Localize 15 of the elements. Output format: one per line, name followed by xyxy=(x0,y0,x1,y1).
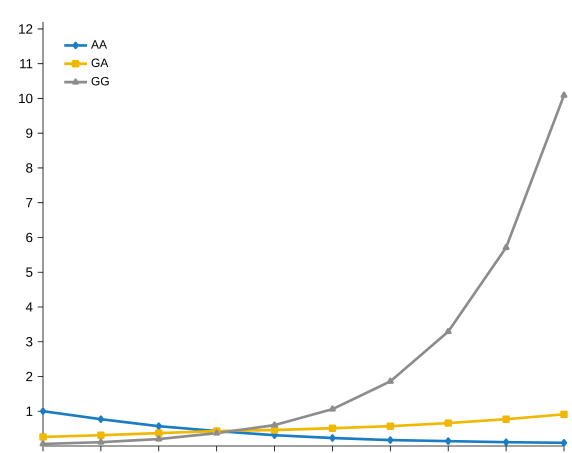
y-tick-label: 5 xyxy=(26,268,32,277)
y-tick-label: 8 xyxy=(26,163,32,173)
y-tick-label: 4 xyxy=(26,302,33,312)
y-tick-label: 7 xyxy=(26,198,32,208)
y-tick-label: 1 xyxy=(26,406,32,416)
y-tick-label: 9 xyxy=(26,128,32,138)
legend-label: GG xyxy=(92,76,109,86)
y-tick-label: 10 xyxy=(19,94,32,104)
y-tick-label: 2 xyxy=(26,372,32,382)
y-tick-label: 11 xyxy=(20,59,32,68)
y-tick-label: 12 xyxy=(19,24,32,34)
legend-label: AA xyxy=(91,40,107,49)
y-tick-label: 3 xyxy=(26,337,32,346)
y-tick-label: 6 xyxy=(26,232,32,242)
legend-label: GA xyxy=(92,58,108,68)
